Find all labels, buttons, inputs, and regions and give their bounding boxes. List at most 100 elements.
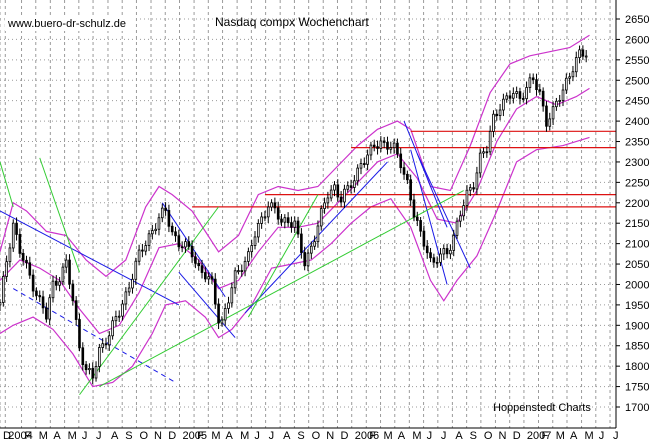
candle-body: [310, 245, 313, 254]
candle-body: [5, 261, 8, 277]
candle-body: [88, 368, 91, 371]
candle-body: [584, 55, 588, 58]
candle-body: [197, 262, 201, 267]
candle-body: [160, 207, 164, 219]
x-tick-label: O: [312, 430, 321, 441]
candle-body: [561, 89, 565, 101]
y-tick-label: 2050: [625, 259, 649, 271]
candle-body: [114, 316, 118, 322]
grid-layer: [0, 0, 616, 428]
y-tick-label: 1800: [625, 361, 649, 373]
x-tick-label: J: [441, 430, 447, 441]
candle-body: [498, 109, 502, 117]
candle-body: [101, 343, 104, 348]
candle-body: [346, 185, 350, 190]
candle-body: [571, 71, 575, 78]
candle-body: [217, 303, 220, 324]
x-tick-label: F: [542, 430, 549, 441]
candle-body: [227, 302, 230, 309]
x-tick-label: F: [197, 430, 204, 441]
y-tick-layer: 1700 1750 1800 1850 1900 1950 2000 2050 2100 2150…: [616, 14, 649, 414]
candle-body: [429, 252, 432, 259]
trend-line: [12, 288, 176, 383]
x-tick-label: M: [211, 430, 220, 441]
y-tick-label: 1900: [625, 320, 649, 332]
candle-body: [200, 265, 204, 273]
candle-body: [31, 274, 35, 292]
candle-body: [141, 249, 144, 252]
x-tick-label: S: [297, 430, 304, 441]
candle-body: [223, 308, 227, 321]
candle-body: [492, 113, 495, 132]
candle-body: [61, 266, 65, 283]
y-tick-label: 2150: [625, 218, 649, 230]
x-tick-label: D: [340, 430, 348, 441]
x-tick-label: 2005: [183, 430, 207, 441]
x-tick-label: J: [96, 430, 102, 441]
band-upper: [0, 34, 590, 278]
candle-body: [157, 217, 161, 230]
y-tick-label: 1700: [625, 402, 649, 414]
candle-body: [356, 167, 359, 182]
candle-body: [54, 280, 58, 286]
y-tick-label: 2350: [625, 137, 649, 149]
trend-line: [79, 206, 219, 396]
candle-body: [558, 99, 562, 102]
candle-body: [362, 163, 366, 165]
candle-body: [210, 276, 214, 280]
x-tick-label: A: [398, 430, 406, 441]
candle-body: [71, 283, 75, 302]
candle-body: [462, 205, 465, 217]
candle-body: [313, 241, 316, 247]
x-tick-label: 2004: [8, 430, 32, 441]
candle-body: [306, 252, 310, 267]
candle-body: [147, 233, 151, 246]
watermark-box: [5, 16, 134, 31]
candle-body: [253, 236, 257, 246]
watermark-text: www.buero-dr-schulz.de: [7, 18, 126, 30]
x-tick-label: J: [427, 430, 433, 441]
candle-body: [74, 300, 78, 320]
x-tick-label: M: [384, 430, 393, 441]
candle-body: [25, 259, 28, 264]
candle-body: [343, 188, 346, 203]
y-tick-label: 1750: [625, 382, 649, 394]
y-tick-label: 2400: [625, 116, 649, 128]
y-tick-label: 2550: [625, 55, 649, 67]
x-tick-label: J: [254, 430, 260, 441]
candle-body: [2, 276, 5, 303]
candle-body: [283, 217, 287, 223]
x-tick-label: J: [82, 430, 88, 441]
candle-body: [78, 319, 81, 349]
candle-layer: [0, 45, 588, 385]
candle-body: [528, 77, 532, 88]
candle-body: [445, 248, 449, 255]
candle-body: [230, 287, 234, 304]
candle-body: [353, 180, 356, 188]
x-tick-label: D: [3, 430, 11, 441]
x-tick-label: F: [25, 430, 32, 441]
x-tick-label: M: [39, 430, 48, 441]
candle-body: [38, 295, 42, 298]
candle-body: [137, 249, 141, 262]
x-tick-label: A: [111, 430, 119, 441]
y-tick-label: 1850: [625, 341, 649, 353]
candle-body: [184, 241, 187, 248]
candle-body: [379, 140, 383, 149]
trend-line: [403, 120, 448, 228]
candle-body: [213, 278, 217, 305]
x-tick-label: A: [570, 430, 578, 441]
candle-body: [35, 290, 38, 296]
candle-body: [164, 207, 167, 211]
candle-body: [376, 146, 379, 149]
candle-body: [555, 100, 558, 108]
candle-body: [515, 91, 518, 94]
x-tick-label: M: [68, 430, 77, 441]
candle-body: [64, 259, 68, 268]
trend-line: [416, 153, 471, 269]
candle-body: [521, 98, 525, 100]
candle-body: [15, 222, 18, 235]
x-tick-label: D: [513, 430, 521, 441]
